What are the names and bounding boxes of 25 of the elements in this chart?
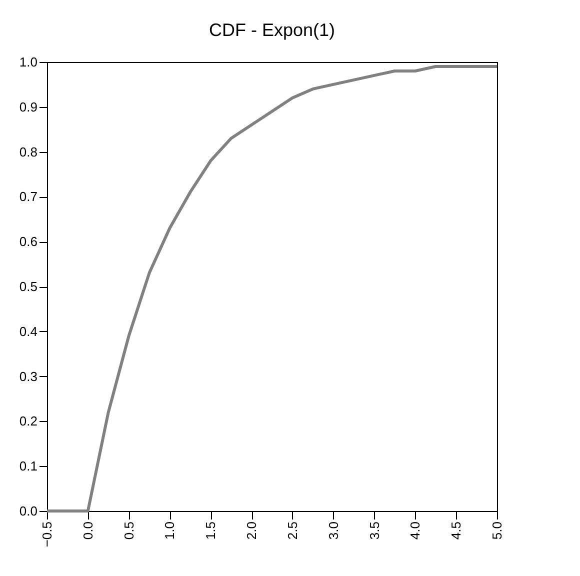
y-tick-label: 0.3 [19, 368, 38, 384]
y-tick-label: 0.5 [19, 279, 38, 294]
y-tick-label: 0.9 [19, 99, 38, 114]
x-tick-label: 2.5 [284, 522, 300, 540]
x-tick-label: 4.5 [448, 522, 464, 540]
x-tick-label: 0.0 [80, 522, 96, 540]
x-tick-label: 3.0 [326, 522, 341, 540]
chart-title: CDF - Expon(1) [208, 20, 336, 40]
line-series [46, 64, 498, 512]
x-tick-label: −0.5 [40, 522, 54, 548]
x-tick-label: 4.0 [408, 522, 423, 540]
x-tick-label: 0.5 [121, 522, 136, 540]
y-tick-label: 0.6 [19, 234, 38, 250]
x-tick-label: 3.5 [366, 522, 382, 540]
y-tick-label: 0.4 [19, 324, 38, 339]
y-tick-label: 0.7 [19, 189, 38, 204]
y-tick-label: 0.1 [19, 458, 38, 474]
x-tick-label: 1.5 [203, 522, 218, 540]
x-tick-label: 1.0 [162, 522, 178, 540]
x-tick-label: 2.0 [244, 522, 260, 540]
y-tick-label: 1.0 [19, 54, 38, 70]
y-tick-label: 0.0 [19, 504, 38, 518]
y-tick-label: 0.8 [19, 144, 38, 160]
x-tick-label: 5.0 [490, 522, 504, 540]
y-tick-label: 0.2 [19, 414, 38, 429]
